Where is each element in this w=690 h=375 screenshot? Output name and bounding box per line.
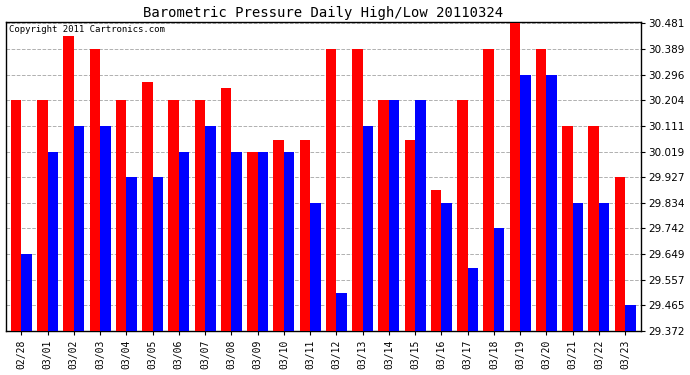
Bar bbox=[457, 100, 468, 331]
Bar bbox=[599, 203, 609, 331]
Bar bbox=[21, 254, 32, 331]
Bar bbox=[326, 49, 337, 331]
Bar bbox=[247, 152, 257, 331]
Bar bbox=[378, 100, 389, 331]
Text: Copyright 2011 Cartronics.com: Copyright 2011 Cartronics.com bbox=[9, 25, 165, 34]
Bar bbox=[152, 177, 163, 331]
Bar bbox=[404, 140, 415, 331]
Bar bbox=[90, 49, 100, 331]
Bar bbox=[310, 203, 321, 331]
Bar bbox=[520, 75, 531, 331]
Bar bbox=[63, 36, 74, 331]
Bar bbox=[337, 293, 347, 331]
Bar bbox=[195, 100, 205, 331]
Bar bbox=[168, 100, 179, 331]
Bar bbox=[205, 126, 215, 331]
Bar bbox=[221, 87, 231, 331]
Bar bbox=[11, 100, 21, 331]
Bar bbox=[484, 49, 494, 331]
Bar bbox=[273, 140, 284, 331]
Bar bbox=[74, 126, 84, 331]
Bar bbox=[48, 152, 58, 331]
Bar bbox=[589, 126, 599, 331]
Bar bbox=[625, 305, 635, 331]
Bar bbox=[431, 190, 442, 331]
Bar bbox=[562, 126, 573, 331]
Bar bbox=[299, 140, 310, 331]
Title: Barometric Pressure Daily High/Low 20110324: Barometric Pressure Daily High/Low 20110… bbox=[144, 6, 503, 20]
Bar bbox=[615, 177, 625, 331]
Bar bbox=[116, 100, 126, 331]
Bar bbox=[494, 228, 504, 331]
Bar bbox=[573, 203, 583, 331]
Bar bbox=[284, 152, 295, 331]
Bar bbox=[536, 49, 546, 331]
Bar bbox=[363, 126, 373, 331]
Bar bbox=[179, 152, 189, 331]
Bar bbox=[352, 49, 363, 331]
Bar bbox=[389, 100, 400, 331]
Bar bbox=[100, 126, 110, 331]
Bar bbox=[142, 82, 152, 331]
Bar bbox=[546, 75, 557, 331]
Bar bbox=[257, 152, 268, 331]
Bar bbox=[126, 177, 137, 331]
Bar bbox=[37, 100, 48, 331]
Bar bbox=[468, 268, 478, 331]
Bar bbox=[442, 203, 452, 331]
Bar bbox=[231, 152, 242, 331]
Bar bbox=[415, 100, 426, 331]
Bar bbox=[510, 24, 520, 331]
